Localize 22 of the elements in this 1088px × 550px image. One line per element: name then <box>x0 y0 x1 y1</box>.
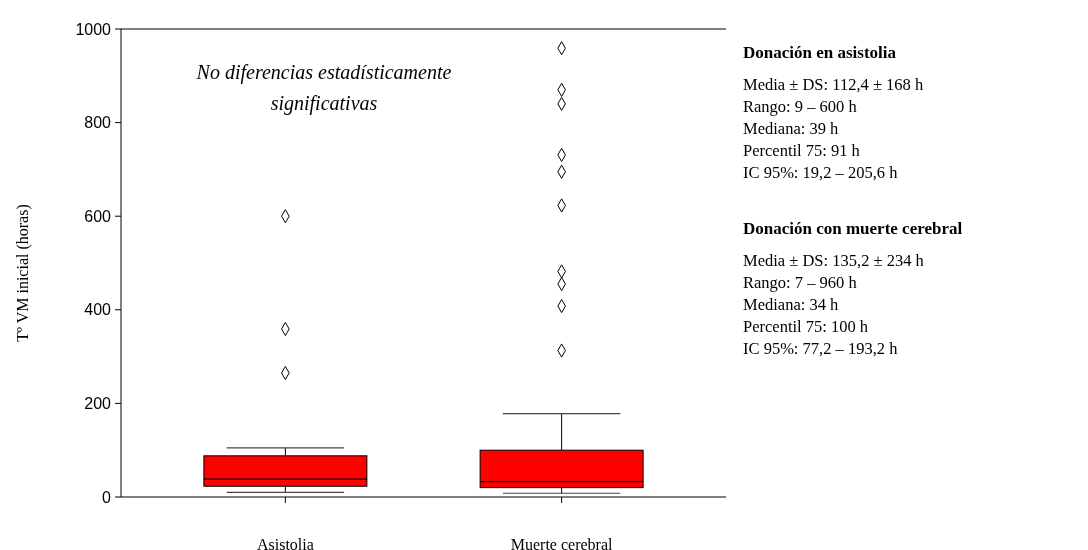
text: Mediana: 34 h <box>743 295 840 314</box>
y-tick-label: 800 <box>84 114 112 132</box>
text: Percentil 75: 91 h <box>743 141 861 160</box>
x-tick-label: Muerte cerebral <box>510 536 614 550</box>
text: Rango: 9 – 600 h <box>743 97 858 116</box>
annotation: No diferencias estadísticamente significativas <box>195 61 452 115</box>
x-tick-label: Asistolia <box>256 536 314 550</box>
y-tick-label: 200 <box>84 395 112 412</box>
text: IC 95%: 77,2 – 193,2 h <box>743 339 899 358</box>
text: IC 95%: 19,2 – 205,6 h <box>743 163 899 182</box>
text: Percentil 75: 100 h <box>743 317 869 336</box>
text: Rango: 7 – 960 h <box>743 273 858 292</box>
text: Media ± DS: 112,4 ± 168 h <box>743 75 924 94</box>
text: Donación en asistolia <box>743 43 897 62</box>
y-tick-label: 600 <box>84 207 112 225</box>
y-tick-label: 0 <box>102 488 112 506</box>
text: Mediana: 39 h <box>743 119 840 138</box>
y-tick-label: 1000 <box>75 20 112 38</box>
text: Donación con muerte cerebral <box>743 219 963 238</box>
y-axis-title: Tº VM inicial (horas) <box>14 204 32 342</box>
text: Media ± DS: 135,2 ± 234 h <box>743 251 925 270</box>
y-tick-label: 400 <box>84 301 112 319</box>
